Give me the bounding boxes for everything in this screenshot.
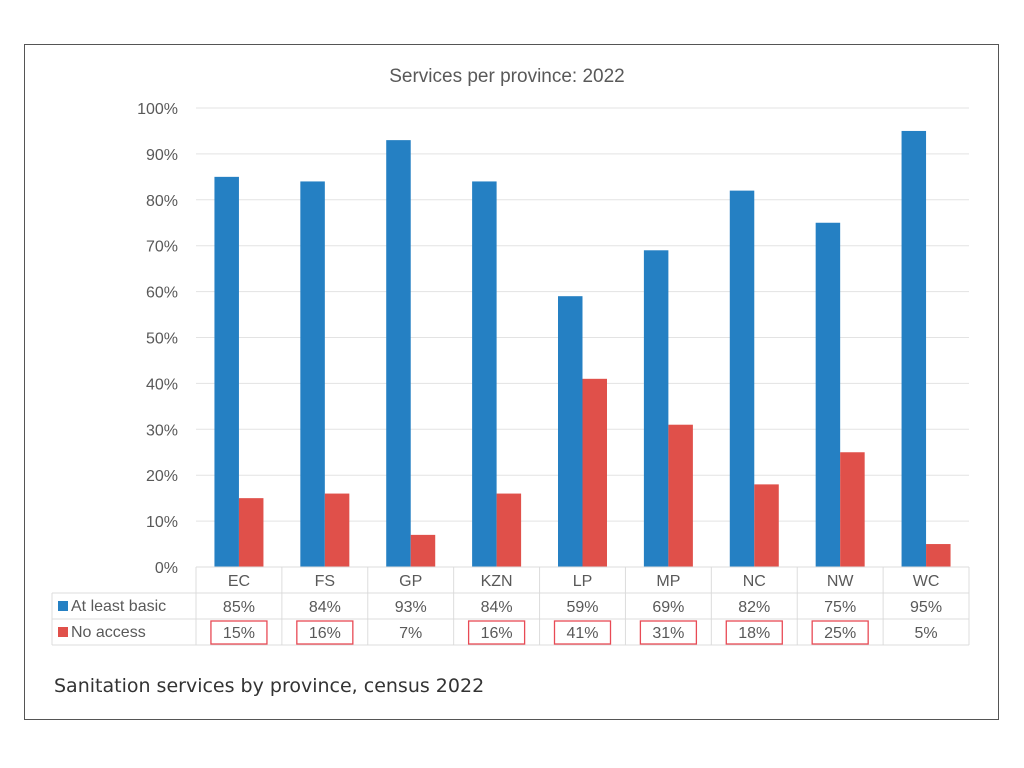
highlight-box [639,620,698,645]
bar-no-access [754,484,779,567]
y-tick-label: 10% [146,514,178,531]
x-category-label: NC [743,573,766,590]
x-category-label: MP [656,573,680,590]
legend-label: At least basic [71,598,166,615]
data-table-value: 59% [566,599,598,616]
legend-label: No access [71,624,146,641]
bar-at-least-basic [214,176,239,567]
y-tick-label: 30% [146,422,178,439]
legend-swatch [58,601,68,611]
data-table-value: 82% [738,599,770,616]
bar-no-access [840,452,865,567]
x-category-label: FS [315,573,335,590]
data-table-value: 84% [481,599,513,616]
bar-at-least-basic [643,250,669,568]
data-table-value: 41% [566,625,598,642]
data-table-value: 75% [824,599,856,616]
bar-at-least-basic [472,181,497,567]
legend-swatch [58,627,68,637]
data-table-value: 69% [652,599,684,616]
y-tick-label: 60% [146,285,178,302]
data-table-value: 85% [223,599,255,616]
highlight-box [811,620,869,645]
x-category-label: LP [573,573,593,590]
bar-no-access [324,493,350,567]
y-tick-label: 80% [146,193,178,210]
data-table-value: 84% [309,599,341,616]
x-category-label: WC [913,573,940,590]
bar-no-access [582,378,607,567]
data-table-value: 18% [738,625,770,642]
y-tick-label: 100% [137,101,178,118]
data-table-value: 16% [309,625,341,642]
highlight-box [725,620,783,645]
figure-caption: Sanitation services by province, census … [54,675,485,697]
y-tick-label: 90% [146,147,178,164]
bar-at-least-basic [558,296,583,567]
data-table-value: 15% [223,625,255,642]
data-table-value: 16% [481,625,513,642]
data-table-value: 93% [395,599,427,616]
y-tick-label: 40% [146,376,178,393]
bar-no-access [668,424,693,567]
y-tick-label: 0% [155,560,178,577]
bar-at-least-basic [386,140,411,567]
highlight-box [467,620,526,645]
data-table-value: 31% [652,625,684,642]
chart-title: Services per province: 2022 [389,66,625,87]
bar-at-least-basic [729,190,755,567]
x-category-label: EC [228,573,250,590]
x-category-label: GP [399,573,422,590]
y-tick-label: 20% [146,468,178,485]
bar-at-least-basic [901,130,927,567]
data-table-value: 95% [910,599,942,616]
bar-no-access [496,493,522,567]
data-table-value: 7% [399,625,422,642]
highlight-box [296,620,354,645]
bar-at-least-basic [815,222,841,567]
data-table-value: 5% [914,625,937,642]
bar-no-access [238,498,264,567]
bar-at-least-basic [300,181,325,567]
x-category-label: KZN [481,573,513,590]
bar-no-access [926,544,951,567]
highlight-box [553,620,612,645]
y-tick-label: 50% [146,331,178,348]
y-tick-label: 70% [146,239,178,256]
bar-no-access [410,534,436,567]
x-category-label: NW [827,573,855,590]
data-table-value: 25% [824,625,856,642]
highlight-box [210,620,268,645]
